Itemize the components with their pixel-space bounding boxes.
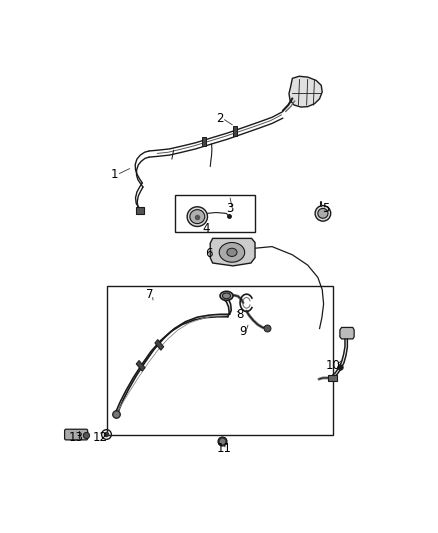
Text: 4: 4 [202, 222, 209, 236]
Bar [328, 375, 337, 381]
Ellipse shape [227, 248, 237, 256]
Bar [202, 136, 206, 147]
Bar [233, 126, 237, 136]
FancyBboxPatch shape [64, 429, 88, 440]
Text: 10: 10 [326, 359, 340, 372]
Ellipse shape [318, 208, 328, 219]
Ellipse shape [219, 243, 245, 262]
Text: 13: 13 [69, 431, 84, 444]
Text: 5: 5 [323, 202, 330, 215]
Text: 1: 1 [110, 168, 118, 181]
Ellipse shape [187, 207, 208, 227]
Text: 11: 11 [217, 442, 232, 455]
Text: 12: 12 [93, 431, 108, 444]
Bar [135, 207, 144, 214]
Ellipse shape [315, 206, 331, 221]
Ellipse shape [190, 209, 205, 224]
Text: 7: 7 [146, 288, 154, 301]
Polygon shape [210, 238, 255, 266]
Polygon shape [289, 76, 322, 107]
Polygon shape [340, 327, 354, 339]
Bar [107, 286, 333, 435]
Bar [136, 360, 145, 371]
Text: 2: 2 [215, 111, 223, 125]
Ellipse shape [223, 293, 230, 298]
Text: 8: 8 [236, 308, 244, 321]
Ellipse shape [220, 292, 233, 301]
Text: 3: 3 [226, 202, 233, 215]
Bar [175, 195, 255, 232]
Text: 9: 9 [240, 325, 247, 338]
Text: 6: 6 [205, 247, 213, 261]
Bar [155, 340, 164, 350]
